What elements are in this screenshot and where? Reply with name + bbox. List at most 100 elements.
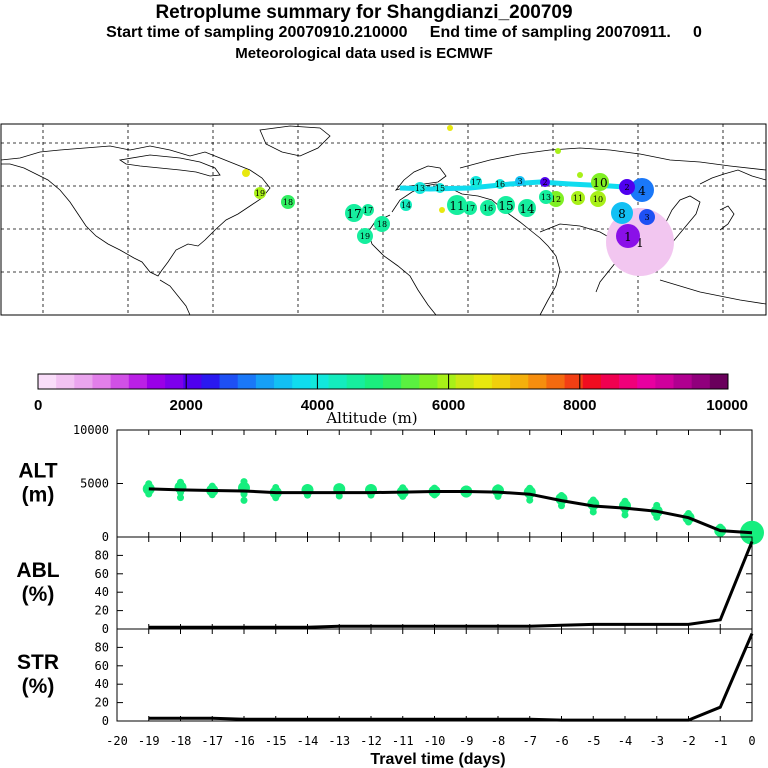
plume-cluster: [281, 195, 295, 209]
abl-ylabel: (%): [22, 583, 55, 606]
plume-cluster-label: 18: [283, 198, 293, 207]
colorbar-swatch: [219, 374, 239, 389]
plume-cluster: [611, 202, 633, 224]
plume-cluster: [606, 208, 674, 276]
plume-cluster-label: 16: [495, 180, 505, 189]
colorbar-swatch: [183, 374, 202, 389]
colorbar-swatch: [564, 374, 584, 389]
x-tick-label: -10: [424, 734, 446, 748]
alt-scatter-point: [685, 509, 692, 517]
colorbar-swatch: [237, 374, 257, 389]
colorbar-tick-label: 10000: [706, 397, 748, 414]
x-tick-label: -7: [523, 734, 537, 748]
plume-cluster: [470, 176, 482, 188]
alt-scatter-point: [399, 484, 407, 492]
colorbar-swatch: [38, 374, 57, 389]
alt-scatter-point: [621, 497, 629, 505]
colorbar-swatch: [56, 374, 75, 389]
colorbar-swatch: [491, 374, 511, 389]
colorbar-swatch: [528, 374, 547, 389]
plume-cluster: [447, 125, 453, 131]
plume-cluster-label: 13: [415, 184, 425, 193]
x-tick-label: -11: [392, 734, 414, 748]
colorbar-swatch: [292, 374, 311, 389]
retroplume-clusters: 1138421010111223131415161711171418171719…: [242, 125, 674, 276]
abl-ytick-label: 60: [95, 567, 109, 581]
str-ytick-label: 60: [95, 659, 109, 673]
colorbar-swatch: [437, 374, 457, 389]
plume-cluster: [374, 216, 390, 232]
x-tick-label: -14: [297, 734, 319, 748]
x-tick-label: -13: [328, 734, 350, 748]
colorbar-swatch: [74, 374, 93, 389]
plume-cluster: [518, 199, 536, 217]
altitude-ytick-label: 0: [102, 530, 109, 544]
colorbar-swatch: [92, 374, 112, 389]
plume-cluster-label: 14: [401, 201, 411, 210]
altitude-ylabel: ALT: [18, 460, 57, 483]
colorbar-swatch: [419, 374, 438, 389]
colorbar-label: Altitude (m): [325, 409, 417, 427]
plume-cluster: [539, 190, 553, 204]
x-tick-label: -16: [233, 734, 255, 748]
plume-cluster: [357, 228, 373, 244]
panel-altitude: 0 5000 10000 ALT(m): [18, 423, 764, 545]
colorbar-swatch: [201, 374, 220, 389]
str-ytick-label: 40: [95, 677, 109, 691]
colorbar-swatch: [310, 374, 329, 389]
map-panel: 1138421010111223131415161711171418171719…: [0, 123, 767, 316]
abl-ytick-label: 20: [95, 604, 109, 618]
colorbar-swatch: [637, 374, 656, 389]
abl-line: [148, 541, 754, 629]
altitude-colorbar: 0 2000 4000 6000 8000 10000: [34, 373, 748, 414]
plume-cluster: [447, 195, 467, 215]
colorbar-tick-label: 0: [34, 397, 42, 414]
x-tick-label: -8: [491, 734, 505, 748]
alt-scatter-point: [653, 501, 661, 509]
plume-cluster: [497, 196, 515, 214]
plume-cluster-label: 11: [449, 199, 464, 213]
alt-scatter-point: [145, 480, 153, 488]
alt-scatter-point: [589, 496, 597, 504]
plume-cluster: [480, 200, 496, 216]
x-tick-label: -5: [586, 734, 600, 748]
plume-cluster: [555, 148, 561, 154]
plume-cluster-label: 2: [624, 183, 629, 192]
chart-title: Retroplume summary for Shangdianzi_20070…: [155, 2, 573, 23]
x-tick-label: -19: [138, 734, 160, 748]
plume-cluster-label: 17: [346, 207, 361, 221]
colorbar-swatch: [165, 374, 184, 389]
alt-scatter-point: [208, 482, 216, 490]
x-tick-label: -12: [360, 734, 382, 748]
colorbar-frame: [37, 373, 729, 390]
str-ytick-label: 0: [102, 714, 109, 728]
plume-cluster-label: 1: [624, 230, 632, 244]
plume-cluster: [540, 177, 550, 187]
plume-cluster: [630, 178, 654, 202]
alt-scatter-point: [431, 484, 438, 492]
colorbar-swatch: [510, 374, 529, 389]
colorbar-swatch: [709, 374, 729, 389]
alt-scatter-point: [240, 496, 248, 504]
str-ylabel: STR: [17, 651, 59, 674]
alt-scatter-point: [365, 484, 377, 497]
plume-cluster-label: 3: [517, 177, 522, 186]
plume-cluster: [616, 224, 640, 248]
plume-cluster-label: 12: [551, 195, 561, 204]
altitude-ytick-label: 5000: [80, 477, 109, 491]
x-tick-label: -18: [170, 734, 192, 748]
alt-scatter-point: [740, 520, 764, 545]
plume-cluster-label: 10: [593, 195, 603, 204]
plume-cluster: [345, 204, 363, 222]
altitude-line: [148, 487, 753, 535]
x-tick-label: -2: [681, 734, 695, 748]
x-tick-label: 0: [748, 734, 755, 748]
alt-scatter-point: [240, 478, 248, 486]
x-tick-label: -9: [459, 734, 473, 748]
alt-scatter-point: [301, 484, 314, 497]
sampling-time-subtitle: Start time of sampling 20070910.210000 E…: [106, 24, 702, 41]
colorbar-swatch: [383, 374, 402, 389]
plume-cluster-label: 14: [519, 202, 535, 216]
plume-cluster: [362, 204, 374, 216]
